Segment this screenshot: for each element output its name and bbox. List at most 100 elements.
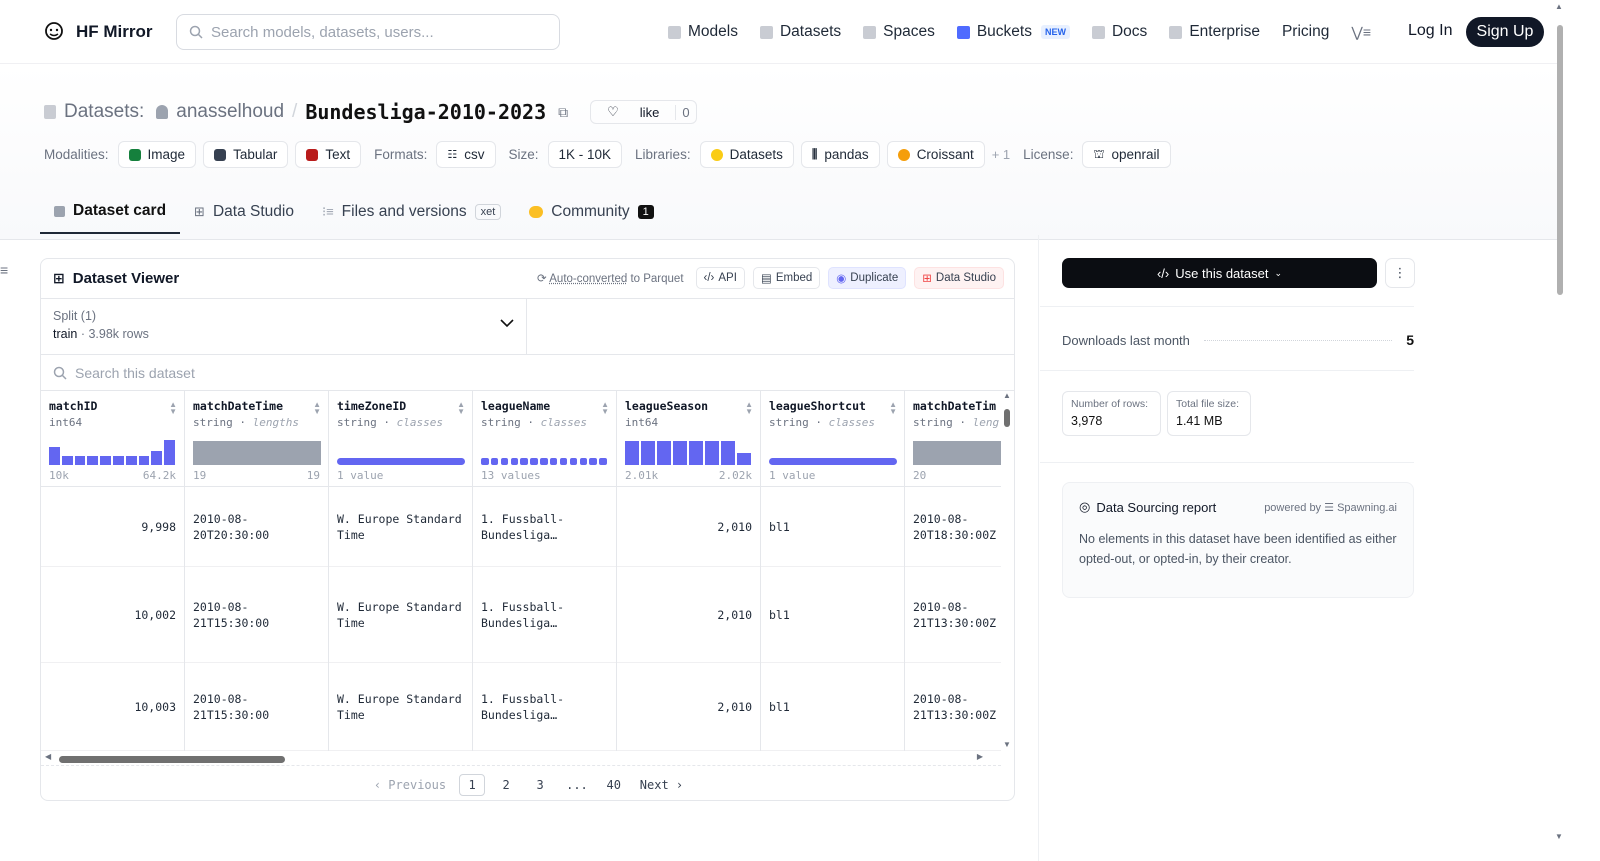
license-chip[interactable]: ⛫ openrail bbox=[1082, 141, 1171, 168]
histogram-bar[interactable] bbox=[337, 458, 465, 465]
sort-icon[interactable]: ▲ ▼ bbox=[457, 400, 465, 416]
histogram-bar[interactable] bbox=[599, 458, 607, 465]
horizontal-scroll-thumb[interactable] bbox=[59, 756, 285, 763]
table-cell[interactable]: bl1 bbox=[761, 663, 904, 751]
login-link[interactable]: Log In bbox=[1408, 22, 1453, 39]
nav-buckets[interactable]: Buckets NEW bbox=[956, 23, 1070, 41]
histogram-bar[interactable] bbox=[579, 458, 587, 465]
histogram-bar[interactable] bbox=[100, 456, 111, 465]
table-cell[interactable]: W. Europe Standard Time bbox=[329, 663, 472, 751]
scroll-left-icon[interactable]: ◀ bbox=[45, 752, 52, 761]
library-datasets-chip[interactable]: Datasets bbox=[699, 141, 794, 168]
column-histogram[interactable] bbox=[913, 439, 1001, 465]
histogram-bar[interactable] bbox=[481, 458, 489, 465]
histogram-bar[interactable] bbox=[500, 458, 509, 465]
table-cell[interactable]: W. Europe Standard Time bbox=[329, 487, 472, 567]
nav-models[interactable]: Models bbox=[668, 23, 738, 41]
histogram-bar[interactable] bbox=[74, 456, 86, 465]
nav-docs[interactable]: Docs bbox=[1091, 23, 1147, 41]
column-header[interactable]: leagueSeason int64 ▲ ▼ 2.01k 2.02k bbox=[617, 391, 760, 487]
table-cell[interactable]: 10,003 bbox=[41, 663, 184, 751]
page-scrollbar[interactable]: ▲ ▼ bbox=[1552, 0, 1568, 861]
dataset-search-input[interactable]: Search this dataset bbox=[41, 355, 1014, 391]
histogram-bar[interactable] bbox=[125, 456, 137, 465]
histogram-bar[interactable] bbox=[151, 451, 163, 465]
modality-tabular-chip[interactable]: Tabular bbox=[203, 141, 289, 168]
column-histogram[interactable] bbox=[769, 439, 897, 465]
modality-text-chip[interactable]: Text bbox=[295, 141, 362, 168]
embed-button[interactable]: ▤ Embed bbox=[752, 267, 821, 289]
signup-button[interactable]: Sign Up bbox=[1466, 17, 1544, 47]
histogram-bar[interactable] bbox=[641, 441, 655, 465]
dataset-name[interactable]: Bundesliga-2010-2023 bbox=[305, 100, 547, 124]
split-select[interactable]: Split (1) train · 3.98k rows bbox=[41, 299, 527, 354]
histogram-bar[interactable] bbox=[705, 441, 719, 465]
library-croissant-chip[interactable]: Croissant bbox=[886, 141, 985, 168]
toc-toggle-icon[interactable]: ≡ bbox=[0, 262, 9, 278]
page-40[interactable]: 40 bbox=[606, 778, 621, 792]
table-cell[interactable]: 2010-08- 20T18:30:00Z bbox=[905, 487, 1001, 567]
sort-icon[interactable]: ▲ ▼ bbox=[889, 400, 897, 416]
histogram-bar[interactable] bbox=[164, 440, 175, 465]
brand-logo[interactable]: HF Mirror bbox=[42, 20, 153, 44]
sort-icon[interactable]: ▲ ▼ bbox=[601, 400, 609, 416]
column-header[interactable]: matchID int64 ▲ ▼ 10k 64.2k bbox=[41, 391, 184, 487]
histogram-bar[interactable] bbox=[913, 441, 1001, 465]
histogram-bar[interactable] bbox=[510, 458, 519, 465]
nav-datasets[interactable]: Datasets bbox=[759, 23, 841, 41]
histogram-bar[interactable] bbox=[589, 458, 597, 465]
histogram-bar[interactable] bbox=[113, 456, 124, 465]
histogram-bar[interactable] bbox=[657, 441, 671, 465]
histogram-bar[interactable] bbox=[689, 441, 703, 465]
histogram-bar[interactable] bbox=[138, 456, 150, 465]
column-header[interactable]: matchDateTime string · lengths ▲ ▼ 19 19 bbox=[185, 391, 328, 487]
format-csv-chip[interactable]: ☷ csv bbox=[436, 141, 496, 168]
page-scroll-thumb[interactable] bbox=[1557, 25, 1563, 295]
table-cell[interactable]: bl1 bbox=[761, 567, 904, 663]
column-histogram[interactable] bbox=[193, 439, 321, 465]
tab-files-versions[interactable]: ⁝≡ Files and versions xet bbox=[308, 190, 515, 234]
histogram-bar[interactable] bbox=[520, 458, 528, 465]
table-cell[interactable]: 1. Fussball- Bundesliga… bbox=[473, 487, 616, 567]
previous-page[interactable]: ‹ Previous bbox=[373, 778, 447, 792]
nav-pricing[interactable]: Pricing bbox=[1282, 23, 1329, 41]
histogram-bar[interactable] bbox=[549, 458, 558, 465]
table-cell[interactable]: bl1 bbox=[761, 487, 904, 567]
auto-converted-link[interactable]: Auto-converted bbox=[549, 273, 628, 285]
table-cell[interactable]: 2,010 bbox=[617, 487, 760, 567]
libraries-more[interactable]: + 1 bbox=[991, 147, 1011, 162]
sort-icon[interactable]: ▲ ▼ bbox=[745, 400, 753, 416]
scroll-right-icon[interactable]: ▶ bbox=[976, 752, 983, 761]
histogram-bar[interactable] bbox=[721, 441, 735, 465]
histogram-bar[interactable] bbox=[569, 458, 578, 465]
histogram-bar[interactable] bbox=[49, 447, 60, 465]
histogram-bar[interactable] bbox=[559, 458, 568, 465]
like-button[interactable]: ♡ like 0 bbox=[590, 100, 697, 124]
size-chip[interactable]: 1K - 10K bbox=[547, 141, 623, 168]
more-options-button[interactable]: ⋮ bbox=[1385, 258, 1415, 288]
nav-enterprise[interactable]: Enterprise bbox=[1169, 23, 1260, 41]
next-page[interactable]: Next › bbox=[639, 778, 684, 792]
histogram-bar[interactable] bbox=[673, 441, 687, 465]
table-cell[interactable]: 2010-08- 21T13:30:00Z bbox=[905, 663, 1001, 751]
histogram-bar[interactable] bbox=[87, 456, 99, 465]
column-header[interactable]: leagueShortcut string · classes ▲ ▼ 1 value bbox=[761, 391, 904, 487]
table-cell[interactable]: W. Europe Standard Time bbox=[329, 567, 472, 663]
page-1[interactable]: 1 bbox=[459, 774, 486, 796]
modality-image-chip[interactable]: Image bbox=[117, 141, 197, 168]
histogram-bar[interactable] bbox=[530, 458, 538, 465]
histogram-bar[interactable] bbox=[490, 458, 499, 465]
table-cell[interactable]: 2010-08- 21T13:30:00Z bbox=[905, 567, 1001, 663]
page-3[interactable]: 3 bbox=[536, 778, 544, 792]
scroll-down-icon[interactable]: ▼ bbox=[1003, 740, 1011, 749]
column-histogram[interactable] bbox=[481, 439, 609, 465]
column-histogram[interactable] bbox=[625, 439, 753, 465]
histogram-bar[interactable] bbox=[193, 441, 321, 465]
column-histogram[interactable] bbox=[49, 439, 177, 465]
table-cell[interactable]: 2010-08- 21T15:30:00 bbox=[185, 663, 328, 751]
histogram-bar[interactable] bbox=[540, 458, 548, 465]
table-cell[interactable]: 2010-08- 21T15:30:00 bbox=[185, 567, 328, 663]
page-2[interactable]: 2 bbox=[502, 778, 510, 792]
nav-spaces[interactable]: Spaces bbox=[863, 23, 935, 41]
